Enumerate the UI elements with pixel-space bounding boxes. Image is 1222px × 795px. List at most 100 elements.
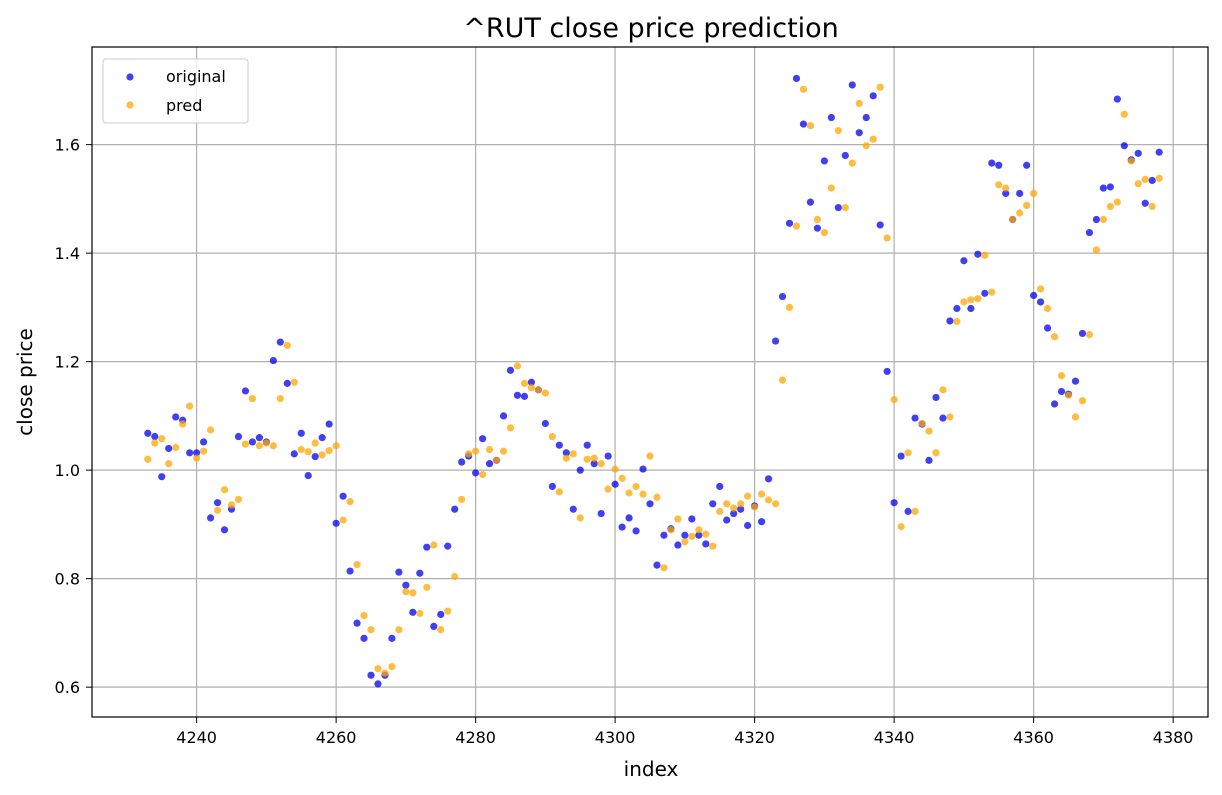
point-original <box>869 92 877 100</box>
point-original <box>200 438 208 446</box>
point-pred <box>660 564 668 572</box>
point-pred <box>318 451 326 459</box>
point-original <box>1092 215 1100 224</box>
point-original <box>206 514 215 522</box>
point-original <box>611 480 619 488</box>
point-original <box>360 634 368 642</box>
point-original <box>604 452 612 460</box>
point-pred <box>632 482 640 491</box>
point-pred <box>646 452 654 460</box>
point-pred <box>465 450 473 458</box>
point-pred <box>227 501 236 509</box>
point-original <box>451 505 459 513</box>
point-pred <box>974 295 982 303</box>
point-original <box>737 505 745 513</box>
point-pred <box>827 184 835 192</box>
point-original <box>374 680 382 688</box>
point-pred <box>737 500 745 508</box>
legend-box <box>102 58 249 124</box>
point-pred <box>276 394 284 403</box>
point-original <box>932 393 940 402</box>
point-original <box>395 568 403 576</box>
point-original <box>248 438 257 446</box>
y-tick-label: 1.2 <box>55 353 80 372</box>
point-pred <box>430 541 438 549</box>
point-original <box>318 434 326 442</box>
point-pred <box>304 448 312 456</box>
point-original <box>1050 400 1059 408</box>
x-tick-label: 4300 <box>595 728 636 747</box>
point-original <box>1037 298 1045 306</box>
series-pred-points <box>144 83 1163 677</box>
point-pred <box>548 432 556 441</box>
point-pred <box>848 159 856 167</box>
point-pred <box>409 589 417 597</box>
plot-frame <box>91 46 1209 718</box>
point-original <box>1134 149 1142 157</box>
point-pred <box>709 542 717 550</box>
point-original <box>702 540 710 548</box>
point-original <box>276 338 284 346</box>
point-original <box>625 514 633 522</box>
point-original <box>876 221 884 229</box>
point-pred <box>820 228 828 237</box>
point-original <box>325 420 333 428</box>
point-pred <box>193 454 201 462</box>
point-original <box>555 441 563 449</box>
point-pred <box>911 507 919 515</box>
point-original <box>339 492 347 500</box>
point-pred <box>744 492 752 500</box>
point-original <box>716 482 724 491</box>
point-pred <box>583 455 591 463</box>
point-original <box>172 413 180 421</box>
point-original <box>1120 142 1128 150</box>
point-pred <box>311 439 319 447</box>
point-pred <box>862 142 870 150</box>
point-original <box>799 120 808 128</box>
point-pred <box>688 532 696 540</box>
point-original <box>1078 329 1087 338</box>
point-pred <box>437 626 445 634</box>
point-pred <box>674 515 682 523</box>
point-original <box>527 378 536 386</box>
point-pred <box>723 500 731 508</box>
point-original <box>639 465 647 473</box>
point-pred <box>206 426 215 434</box>
point-pred <box>1092 246 1100 254</box>
point-pred <box>339 516 347 524</box>
point-original <box>883 367 891 376</box>
point-original <box>430 622 438 631</box>
point-pred <box>297 445 305 454</box>
point-original <box>813 224 822 232</box>
point-pred <box>785 303 794 311</box>
point-original <box>688 515 696 523</box>
point-pred <box>695 526 703 534</box>
point-pred <box>932 449 940 457</box>
point-pred <box>883 234 891 242</box>
point-original <box>520 392 529 400</box>
point-pred <box>771 500 780 508</box>
point-pred <box>611 465 619 473</box>
point-original <box>499 412 508 420</box>
point-pred <box>681 538 689 546</box>
point-pred <box>374 665 382 673</box>
point-original <box>758 518 766 526</box>
point-pred <box>172 443 180 451</box>
point-pred <box>730 504 738 512</box>
point-original <box>855 129 863 137</box>
point-original <box>925 456 933 464</box>
point-original <box>513 391 522 399</box>
point-pred <box>834 126 842 135</box>
x-tick-label: 4280 <box>455 728 496 747</box>
point-pred <box>381 669 389 677</box>
point-original <box>388 634 396 642</box>
point-pred <box>325 447 333 455</box>
point-pred <box>255 442 263 450</box>
point-original <box>409 608 417 616</box>
point-pred <box>1057 372 1066 380</box>
point-original <box>974 250 982 258</box>
point-pred <box>946 413 954 421</box>
point-pred <box>1120 110 1128 118</box>
x-axis-label: index <box>624 757 679 781</box>
point-pred <box>346 498 354 506</box>
